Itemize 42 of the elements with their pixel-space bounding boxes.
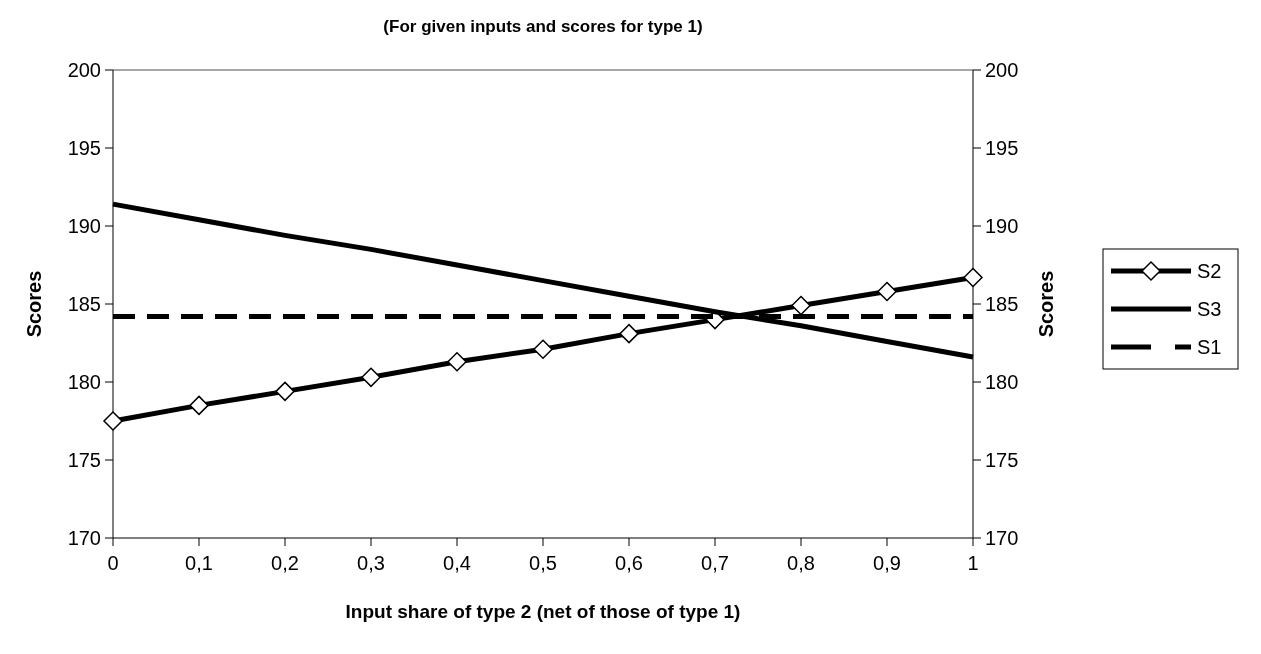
x-tick-label: 1 <box>967 552 979 574</box>
legend-label: S1 <box>1197 336 1222 358</box>
point <box>447 351 467 372</box>
point <box>963 267 983 288</box>
point <box>103 411 123 431</box>
x-tick-label: 0,6 <box>615 552 643 574</box>
point <box>619 323 639 344</box>
point <box>361 367 381 388</box>
x-tick-label: 0,7 <box>701 552 729 574</box>
x-axis-title: Input share of type 2 (net of those of type 1) <box>345 601 741 622</box>
y2-tick-label: 190 <box>985 215 1019 237</box>
point <box>275 381 295 402</box>
legend-label: S2 <box>1197 260 1222 282</box>
point <box>877 281 897 302</box>
point <box>533 339 553 359</box>
point <box>189 395 209 416</box>
x-tick-label: 0,9 <box>873 552 901 574</box>
y-tick-label: 185 <box>67 293 101 315</box>
x-tick-label: 0,2 <box>271 552 299 574</box>
y2-tick-label: 170 <box>985 527 1019 549</box>
y2-tick-label: 195 <box>985 137 1019 159</box>
y2-tick-label: 180 <box>985 371 1019 393</box>
x-tick-label: 0,3 <box>357 552 385 574</box>
y-tick-label: 200 <box>67 59 101 81</box>
y-tick-label: 170 <box>67 527 101 549</box>
y-tick-label: 190 <box>67 215 101 237</box>
legend-label: S3 <box>1197 298 1222 320</box>
x-tick-label: 0,4 <box>443 552 471 574</box>
x-tick-label: 0 <box>107 552 119 574</box>
y-axis-title: Scores <box>23 270 45 338</box>
y-tick-label: 180 <box>67 371 101 393</box>
y2-axis-title: Scores <box>1035 270 1057 338</box>
chart-title: (For given inputs and scores for type 1) <box>383 17 703 36</box>
point <box>791 295 811 316</box>
y2-tick-label: 175 <box>985 449 1019 471</box>
x-tick-label: 0,1 <box>185 552 213 574</box>
x-tick-label: 0,5 <box>529 552 557 574</box>
y-tick-label: 195 <box>67 137 101 159</box>
y2-tick-label: 200 <box>985 59 1019 81</box>
y-tick-label: 175 <box>67 449 101 471</box>
y2-tick-label: 185 <box>985 293 1019 315</box>
x-tick-label: 0,8 <box>787 552 815 574</box>
